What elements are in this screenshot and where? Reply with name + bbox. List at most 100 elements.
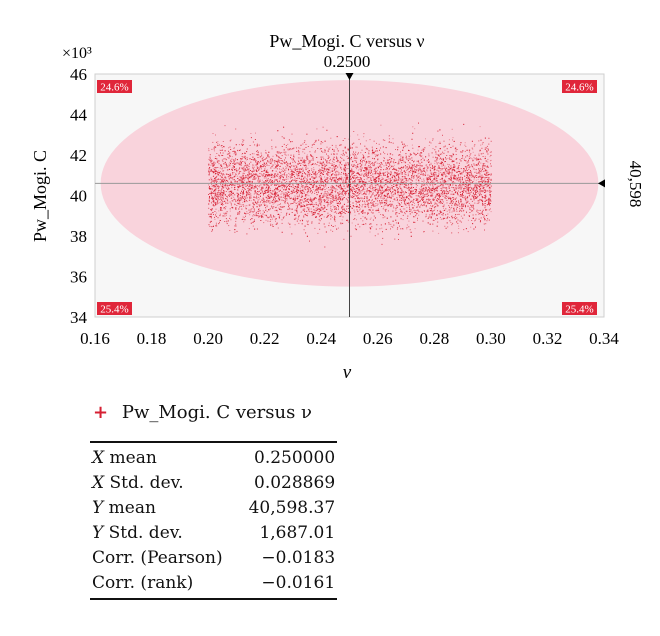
scatter-point: [329, 214, 331, 216]
scatter-point: [210, 161, 212, 162]
scatter-point: [352, 192, 353, 194]
scatter-point: [241, 168, 243, 170]
scatter-point: [249, 189, 251, 191]
scatter-point: [337, 203, 339, 205]
scatter-point: [387, 175, 389, 177]
scatter-point: [395, 180, 397, 182]
scatter-point: [332, 230, 334, 232]
scatter-point: [406, 169, 408, 171]
scatter-point: [301, 179, 303, 181]
scatter-point: [422, 184, 424, 186]
scatter-point: [259, 198, 261, 200]
scatter-point: [431, 181, 432, 183]
scatter-point: [296, 195, 298, 197]
scatter-point: [386, 188, 388, 189]
scatter-point: [275, 154, 277, 155]
scatter-point: [297, 207, 298, 209]
scatter-point: [270, 174, 272, 176]
scatter-point: [486, 182, 488, 184]
scatter-point: [379, 172, 381, 174]
scatter-point: [446, 202, 448, 204]
scatter-point: [246, 165, 248, 167]
scatter-point: [434, 149, 436, 151]
scatter-point: [268, 197, 270, 199]
scatter-point: [243, 184, 245, 186]
scatter-point: [354, 160, 356, 162]
scatter-point: [346, 185, 348, 187]
scatter-point: [427, 174, 429, 176]
scatter-point: [407, 172, 409, 174]
scatter-point: [221, 154, 223, 156]
scatter-point: [415, 211, 417, 213]
scatter-point: [458, 203, 460, 204]
scatter-point: [221, 191, 223, 193]
scatter-point: [312, 163, 314, 164]
scatter-point: [208, 173, 210, 175]
scatter-point: [278, 184, 280, 186]
scatter-point: [384, 174, 386, 176]
scatter-point: [367, 213, 368, 215]
scatter-point: [359, 166, 361, 168]
scatter-point: [319, 216, 321, 218]
scatter-point: [362, 154, 364, 156]
scatter-point: [379, 178, 381, 180]
scatter-point: [255, 211, 257, 213]
scatter-point: [316, 164, 318, 166]
scatter-point: [306, 223, 308, 225]
scatter-point: [484, 198, 486, 200]
scatter-point: [288, 163, 290, 165]
scatter-point: [463, 184, 465, 186]
scatter-point: [351, 172, 353, 174]
scatter-point: [445, 158, 447, 160]
scatter-point: [297, 218, 299, 220]
scatter-point: [474, 194, 476, 195]
scatter-point: [372, 164, 373, 166]
scatter-point: [314, 178, 316, 179]
scatter-point: [370, 167, 372, 169]
scatter-point: [257, 191, 259, 192]
scatter-point: [295, 217, 297, 219]
scatter-point: [249, 214, 251, 216]
scatter-point: [261, 214, 263, 216]
scatter-point: [483, 223, 485, 225]
scatter-point: [386, 181, 388, 183]
scatter-point: [260, 189, 262, 191]
scatter-point: [331, 186, 333, 188]
scatter-point: [439, 162, 441, 164]
scatter-point: [390, 204, 391, 206]
scatter-point: [345, 179, 347, 181]
scatter-point: [472, 166, 474, 168]
scatter-point: [380, 179, 382, 181]
scatter-point: [376, 169, 378, 171]
scatter-point: [411, 212, 413, 214]
scatter-point: [353, 181, 354, 183]
scatter-point: [396, 186, 398, 188]
scatter-point: [285, 182, 286, 184]
scatter-point: [287, 222, 289, 224]
scatter-point: [373, 204, 375, 206]
scatter-point: [301, 199, 303, 201]
scatter-point: [383, 175, 385, 176]
scatter-point: [246, 197, 248, 199]
scatter-point: [259, 186, 261, 188]
scatter-point: [337, 197, 339, 199]
scatter-point: [294, 195, 296, 197]
scatter-point: [305, 164, 307, 166]
scatter-point: [433, 190, 435, 192]
scatter-point: [442, 134, 443, 136]
scatter-point: [361, 197, 363, 199]
scatter-point: [354, 228, 356, 229]
scatter-point: [399, 179, 401, 181]
scatter-point: [219, 213, 221, 215]
scatter-point: [245, 198, 247, 200]
scatter-point: [469, 195, 470, 197]
scatter-point: [418, 210, 420, 212]
scatter-point: [364, 191, 366, 193]
scatter-point: [238, 183, 240, 185]
scatter-point: [478, 168, 479, 170]
scatter-point: [341, 192, 343, 194]
scatter-point: [270, 201, 272, 203]
scatter-point: [374, 173, 376, 175]
scatter-point: [478, 213, 479, 215]
scatter-point: [454, 203, 456, 205]
